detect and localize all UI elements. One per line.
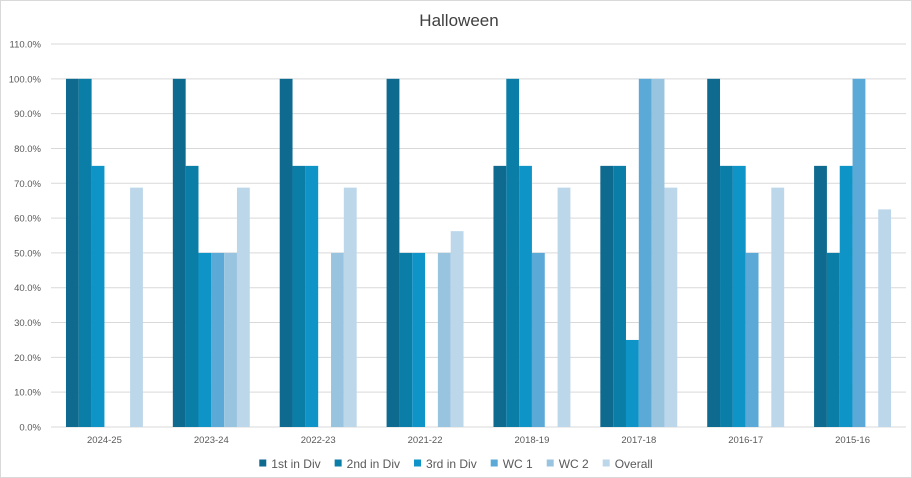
bar [493, 165, 507, 427]
y-tick-label: 80.0% [14, 144, 41, 155]
bar [185, 165, 199, 427]
bar [557, 187, 571, 427]
bar [707, 78, 721, 428]
bar [236, 187, 250, 427]
x-tick-label: 2021-22 [408, 435, 443, 446]
x-tick-label: 2018-19 [515, 435, 550, 446]
bar [305, 165, 319, 427]
legend-swatch [334, 459, 342, 467]
y-tick-label: 50.0% [14, 248, 41, 259]
bar [625, 339, 639, 427]
legend-label: WC 1 [503, 457, 533, 471]
legend-label: 3rd in Div [426, 457, 477, 471]
bar [331, 252, 344, 427]
y-tick-label: 0.0% [19, 423, 41, 434]
y-tick-label: 20.0% [14, 353, 41, 364]
y-tick-label: 70.0% [14, 179, 41, 190]
legend-label: 2nd in Div [347, 457, 400, 471]
legend-label: 1st in Div [271, 457, 320, 471]
legend-label: Overall [615, 457, 653, 471]
bar [78, 78, 92, 428]
bars [65, 78, 892, 428]
bar [745, 252, 759, 427]
bar [211, 252, 225, 427]
bar [412, 252, 426, 427]
x-tick-label: 2016-17 [728, 435, 763, 446]
legend-swatch [602, 459, 610, 467]
bar [732, 165, 746, 427]
bar [814, 165, 827, 427]
bar [664, 187, 678, 427]
x-tick-label: 2023-24 [194, 435, 229, 446]
legend-swatch [546, 459, 554, 467]
bar [198, 252, 212, 427]
bar [91, 165, 105, 427]
x-tick-label: 2024-25 [87, 435, 122, 446]
bar [826, 252, 840, 427]
bar [720, 165, 733, 427]
bar [224, 252, 237, 427]
bar [771, 187, 785, 427]
legend-swatch [414, 459, 422, 467]
bar [651, 78, 665, 428]
y-axis-tick-labels: 0.0% 10.0% 20.0% 30.0% 40.0% 50.0% 60.0% 70.0% 8… [9, 40, 42, 434]
bar [613, 165, 626, 427]
bar [531, 252, 545, 427]
bar [172, 78, 186, 428]
bar [638, 78, 652, 428]
x-tick-label: 2017-18 [621, 435, 656, 446]
bar [450, 231, 464, 427]
bar [343, 187, 357, 427]
bar [600, 165, 614, 427]
bar [399, 252, 413, 427]
bar [839, 165, 853, 427]
bar [65, 78, 79, 428]
y-tick-label: 30.0% [14, 318, 41, 329]
bar [437, 252, 451, 427]
bar [852, 78, 866, 428]
y-tick-label: 60.0% [14, 214, 41, 225]
y-tick-label: 40.0% [14, 283, 41, 294]
y-tick-label: 100.0% [9, 74, 42, 85]
y-tick-label: 110.0% [9, 40, 41, 51]
x-tick-label: 2022-23 [301, 435, 336, 446]
bar [130, 187, 143, 427]
legend-swatch [259, 459, 267, 467]
legend-swatch [490, 459, 498, 467]
bar [386, 78, 400, 428]
y-tick-label: 90.0% [14, 109, 41, 120]
legend: 1st in Div 2nd in Div 3rd in Div WC 1 WC 2 Ov… [259, 457, 653, 471]
bar [519, 165, 532, 427]
y-tick-label: 10.0% [14, 388, 41, 399]
bar [292, 165, 306, 427]
x-tick-label: 2015-16 [835, 435, 870, 446]
bar [279, 78, 293, 428]
bar [506, 78, 520, 428]
legend-label: WC 2 [559, 457, 589, 471]
x-axis-tick-labels: 2024-25 2023-24 2022-23 2021-22 2018-19 2017-… [87, 435, 870, 446]
chart-title: Halloween [419, 11, 498, 30]
bar [878, 209, 892, 427]
